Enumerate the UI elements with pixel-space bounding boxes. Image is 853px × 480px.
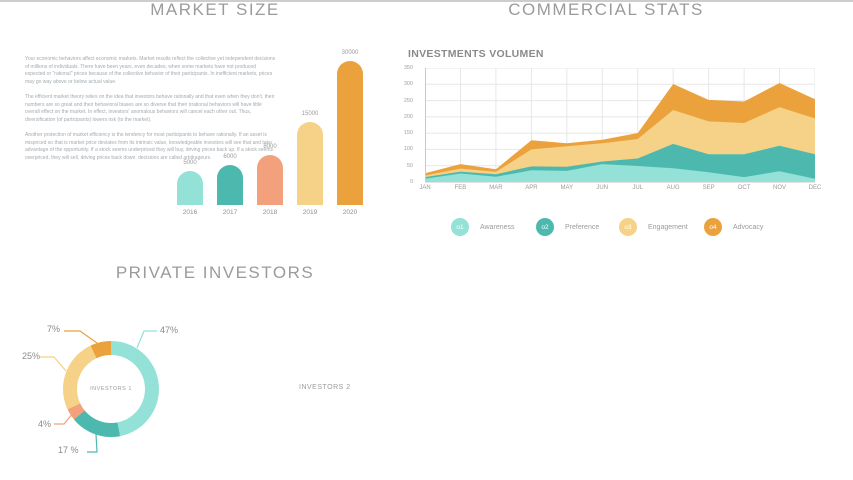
market-size-text: Your economic behaviors affect economic …: [25, 56, 277, 170]
area-chart-y-axis: 0 50 100 150 200 250 300 350: [393, 65, 419, 185]
y-tick-label: 50: [406, 162, 413, 169]
legend-item: o2 Preference: [536, 218, 599, 236]
x-tick-label: JAN: [419, 185, 431, 191]
bar-year-label: 2019: [302, 209, 318, 216]
x-tick-label: FEB: [454, 185, 467, 191]
top-divider: [0, 0, 853, 2]
legend-label: Engagement: [648, 223, 688, 231]
paragraph: Your economic behaviors affect economic …: [25, 56, 276, 85]
bar-value-label: 6000: [223, 154, 237, 160]
x-tick-label: APR: [525, 185, 538, 191]
area-chart-x-axis: JAN FEB MAR APR MAY JUN JUL AUG SEP OCT NOV DEC: [419, 185, 821, 195]
investors-2-label: INVESTORS 2: [299, 384, 351, 391]
bar-value-label: 30000: [341, 50, 359, 56]
x-tick-label: JUL: [632, 185, 644, 191]
x-tick-label: MAY: [560, 185, 574, 191]
y-tick-label: 200: [403, 113, 413, 120]
donut-slice-label: 17 %: [58, 445, 79, 455]
legend-item: o3 Engagement: [619, 218, 688, 236]
private-investors-title: PRIVATE INVESTORS: [115, 263, 315, 282]
donut-center-label: INVESTORS 1: [90, 386, 132, 392]
bar-value-label: 8000: [263, 144, 277, 150]
legend-circle-icon: o3: [619, 218, 637, 236]
bar-year-label: 2018: [262, 209, 278, 216]
x-tick-label: JUN: [596, 185, 609, 191]
x-tick-label: OCT: [737, 185, 751, 191]
legend-circle-icon: o2: [536, 218, 554, 236]
y-tick-label: 350: [403, 65, 413, 71]
market-size-title: MARKET SIZE: [150, 0, 280, 19]
x-tick-label: SEP: [702, 185, 715, 191]
legend-item: o1 Awareness: [451, 218, 515, 236]
bar: [297, 122, 323, 205]
bar-value-label: 5000: [183, 160, 197, 166]
bar-value-label: 15000: [301, 111, 319, 117]
legend-item: o4 Advocacy: [704, 218, 763, 236]
donut-slice-label: 7%: [47, 324, 61, 334]
bar-column: 30000: [330, 40, 370, 205]
commercial-stats-title: COMMERCIAL STATS: [508, 0, 704, 19]
legend-circle-icon: o1: [451, 218, 469, 236]
donut-slice-label: 4%: [38, 419, 52, 429]
donut-center: INVESTORS 1: [77, 355, 145, 423]
paragraph: The efficient market theory relies on th…: [25, 94, 275, 123]
donut-slice-label: 25%: [22, 351, 41, 361]
x-tick-label: AUG: [666, 185, 680, 191]
bar-chart-year-labels: 2016 2017 2018 2019 2020: [170, 209, 370, 216]
legend-label: Preference: [565, 223, 600, 231]
private-investors-donut-chart: INVESTORS 1: [63, 341, 159, 437]
bar-column: 8000: [250, 40, 290, 205]
bar-column: 5000: [170, 40, 210, 205]
bar-year-label: 2016: [182, 209, 198, 216]
legend-circle-icon: o4: [704, 218, 722, 236]
bar: [177, 171, 203, 205]
market-size-bar-chart: 5000 6000 8000 15000 30000: [170, 40, 370, 205]
y-tick-label: 100: [403, 146, 413, 153]
donut-leader-lines: [40, 330, 157, 453]
bar: [217, 165, 243, 205]
x-tick-label: DEC: [808, 185, 822, 191]
legend-label: Awareness: [480, 223, 515, 231]
bar: [337, 61, 363, 205]
bar-year-label: 2020: [342, 209, 358, 216]
x-tick-label: MAR: [489, 185, 503, 191]
y-tick-label: 250: [403, 97, 413, 104]
investments-volumen-subtitle: INVESTMENTS VOLUMEN: [408, 48, 544, 60]
y-tick-label: 300: [403, 81, 413, 88]
y-tick-label: 0: [409, 179, 413, 185]
bar-year-label: 2017: [222, 209, 238, 216]
bar-column: 6000: [210, 40, 250, 205]
bar-column: 15000: [290, 40, 330, 205]
donut-slice-label: 47%: [160, 325, 179, 335]
area-chart-legend: o1 Awareness o2 Preference o3 Engagement o4 Adv…: [425, 218, 815, 244]
x-tick-label: NOV: [773, 185, 787, 191]
bar: [257, 155, 283, 205]
y-tick-label: 150: [403, 130, 413, 137]
legend-label: Advocacy: [733, 223, 764, 231]
investments-area-chart: [425, 68, 815, 183]
paragraph: Another protection of market efficiency …: [25, 132, 273, 161]
